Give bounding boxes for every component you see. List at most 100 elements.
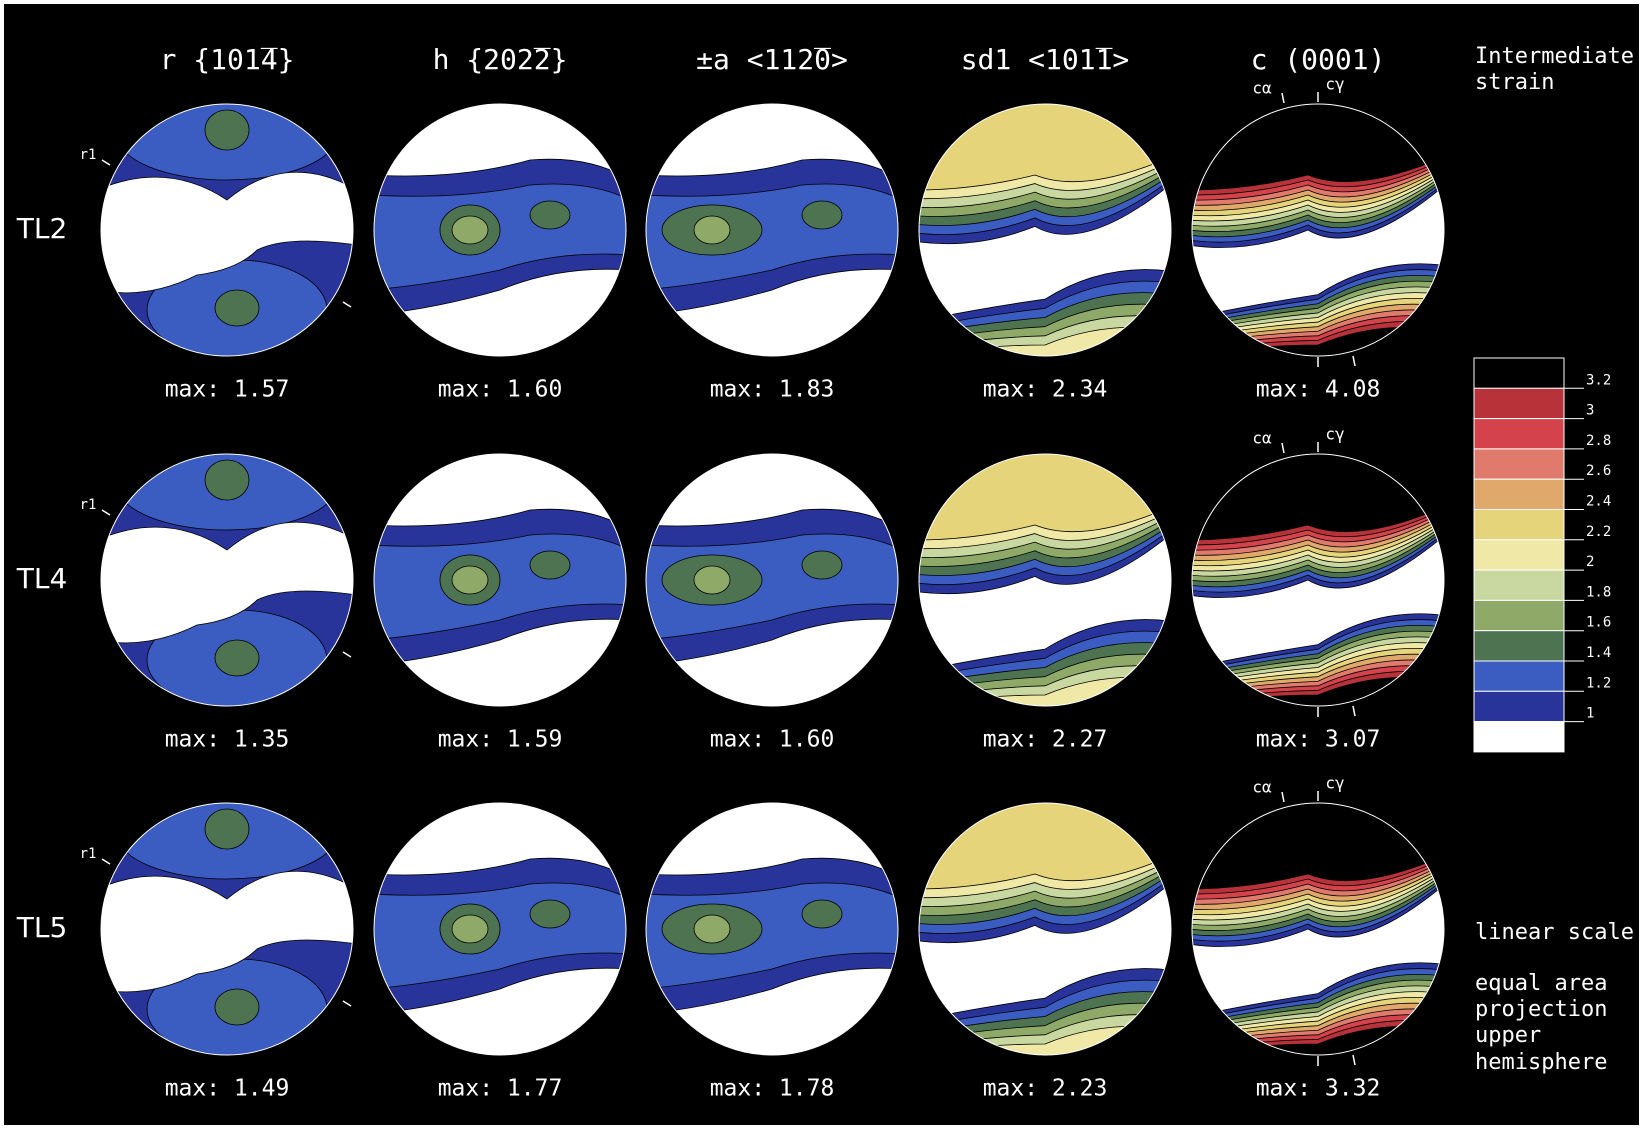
pole-figure [101,454,353,706]
note: equal area [1475,971,1607,996]
contour [451,914,489,944]
tick [1352,705,1356,717]
legend-tick-label: 3 [1586,403,1594,419]
max-label: max: 3.07 [1256,727,1381,753]
pole-figure [919,803,1171,1055]
column-header: r {101̅4} [160,43,295,76]
tick [1281,92,1285,104]
legend-swatch [1473,721,1565,753]
contour [101,870,353,993]
contour [801,200,843,230]
legend-swatch [1473,357,1565,389]
legend-swatch [1473,630,1565,662]
contour [204,808,250,850]
legend-tick-label: 3.2 [1586,372,1611,388]
pole-outline [100,103,354,357]
contour [214,988,260,1026]
legend-tick-label: 1.6 [1586,615,1611,631]
legend-tick-label: 2.2 [1586,524,1611,540]
pole-figure [374,803,626,1055]
note: hemisphere [1475,1050,1607,1075]
max-label: max: 1.60 [710,727,835,753]
tick [342,1000,352,1007]
pole-outline [918,802,1172,1056]
row-label: TL2 [16,212,68,245]
contour [693,565,731,595]
max-label: max: 1.59 [438,727,563,753]
legend-tick-label: 2.4 [1586,494,1611,510]
pole-outline [373,802,627,1056]
annotation: cγ [1325,75,1344,94]
pole-outline [1191,103,1445,357]
pole-outline [373,453,627,707]
contour [204,459,250,501]
tick [101,159,111,166]
pole-figure [374,104,626,356]
pole-outline [373,103,627,357]
legend-tick-label: 1.2 [1586,675,1611,691]
contour [529,550,571,580]
row-label: TL4 [16,562,68,595]
pole-outline [1191,802,1445,1056]
legend-swatch [1473,569,1565,601]
contour [214,289,260,327]
annotation: r1 [80,846,97,862]
row-label: TL5 [16,911,68,944]
legend-swatch [1473,448,1565,480]
contour [204,109,250,151]
legend-tick-label: 1 [1586,706,1594,722]
pole-outline [645,802,899,1056]
side-title: Intermediate [1475,44,1634,69]
tick [1281,442,1285,454]
tick [1281,791,1285,803]
pole-figure [646,803,898,1055]
legend-swatch [1473,418,1565,450]
pole-outline [100,802,354,1056]
max-label: max: 2.34 [983,377,1108,403]
max-label: max: 1.77 [438,1076,563,1102]
pole-outline [918,453,1172,707]
note: upper [1475,1023,1541,1048]
max-label: max: 1.83 [710,377,835,403]
max-label: max: 1.35 [165,727,290,753]
tick [101,509,111,516]
contour [101,521,353,644]
legend-tick-label: 1.8 [1586,584,1611,600]
pole-outline [918,103,1172,357]
legend-tick-label: 2.8 [1586,433,1611,449]
contour [529,899,571,929]
legend-swatch [1473,660,1565,692]
pole-figure [646,104,898,356]
annotation: cα [1252,429,1272,448]
max-label: max: 4.08 [1256,377,1381,403]
pole-figure [374,454,626,706]
contour [801,550,843,580]
legend-swatch [1473,539,1565,571]
pole-outline [100,453,354,707]
contour [101,171,353,294]
legend-swatch [1473,690,1565,723]
legend-tick-label: 2.6 [1586,463,1611,479]
pole-figure [1192,803,1444,1055]
max-label: max: 1.78 [710,1076,835,1102]
max-label: max: 1.57 [165,377,290,403]
pole-outline [1191,453,1445,707]
column-header: sd1 <101̅1> [961,43,1130,76]
annotation: cγ [1325,774,1344,793]
contour [451,565,489,595]
legend-tick-label: 1.4 [1586,645,1611,661]
tick [342,651,352,658]
column-header: h {202̅2} [433,43,568,76]
max-label: max: 3.32 [1256,1076,1381,1102]
legend-swatch [1473,599,1565,632]
tick [1352,1054,1356,1066]
max-label: max: 2.27 [983,727,1108,753]
max-label: max: 1.60 [438,377,563,403]
pole-figure [1192,454,1444,706]
legend-swatch [1473,509,1565,541]
side-title: strain [1475,70,1554,95]
annotation: cα [1252,778,1272,797]
annotation: cα [1252,79,1272,98]
annotation: r1 [80,497,97,513]
